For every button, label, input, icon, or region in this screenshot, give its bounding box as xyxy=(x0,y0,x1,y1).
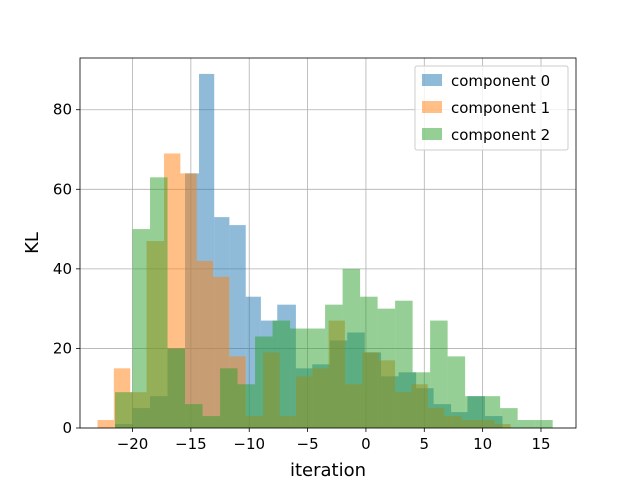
histogram-bar xyxy=(132,229,151,428)
y-tick-label: 60 xyxy=(53,180,72,198)
histogram-bars xyxy=(97,73,553,429)
y-tick-label: 40 xyxy=(53,260,72,278)
histogram-bar xyxy=(150,177,168,428)
x-tick-label: −15 xyxy=(175,435,207,453)
histogram-bar xyxy=(447,356,466,428)
histogram-bar xyxy=(202,416,221,428)
x-axis-label: iteration xyxy=(290,460,366,480)
x-tick-label: −5 xyxy=(297,435,319,453)
histogram-bar xyxy=(255,336,273,428)
legend-swatch xyxy=(422,128,442,140)
histogram-bar xyxy=(360,296,378,428)
x-tick-label: 15 xyxy=(531,435,550,453)
histogram-bar xyxy=(500,408,518,428)
legend: component 0 component 1 component 2 xyxy=(414,65,569,151)
histogram-bar xyxy=(290,328,308,428)
histogram-bar xyxy=(220,368,238,428)
legend-label: component 0 xyxy=(451,72,550,90)
histogram-bar xyxy=(482,396,501,428)
histogram-bar xyxy=(342,268,361,428)
legend-swatch xyxy=(422,74,442,86)
histogram-bar xyxy=(535,420,553,428)
histogram-bar xyxy=(167,348,186,428)
x-tick-label: 5 xyxy=(420,435,430,453)
histogram-bar xyxy=(430,320,448,428)
x-tick-label: −10 xyxy=(233,435,265,453)
y-axis-ticks: 0 20 40 60 80 xyxy=(53,101,80,437)
histogram-bar xyxy=(196,260,214,428)
x-tick-label: 0 xyxy=(361,435,371,453)
x-axis-ticks: −20 −15 −10 −5 0 5 10 15 xyxy=(117,428,551,453)
histogram-bar xyxy=(517,420,536,428)
legend-box xyxy=(414,65,569,151)
x-tick-label: −20 xyxy=(117,435,149,453)
y-tick-label: 80 xyxy=(53,101,72,119)
legend-swatch xyxy=(422,101,442,113)
axes-frame xyxy=(79,57,577,429)
histogram-bar xyxy=(465,396,483,428)
y-tick-label: 20 xyxy=(53,339,72,357)
legend-label: component 1 xyxy=(451,99,550,117)
y-tick-label: 0 xyxy=(62,419,72,437)
histogram-bar xyxy=(325,304,343,428)
y-axis-label: KL xyxy=(22,232,43,254)
x-tick-label: 10 xyxy=(473,435,492,453)
histogram-bar xyxy=(185,404,203,428)
histogram-bar xyxy=(237,384,256,428)
series-2-bars xyxy=(115,177,553,428)
legend-label: component 2 xyxy=(451,126,550,144)
histogram-bar xyxy=(97,420,114,428)
histogram-bar xyxy=(377,308,396,428)
histogram-bar xyxy=(272,320,291,428)
histogram-bar xyxy=(395,300,413,428)
histogram-bar xyxy=(307,328,326,428)
histogram-bar xyxy=(115,392,133,428)
histogram-bar xyxy=(412,372,431,428)
